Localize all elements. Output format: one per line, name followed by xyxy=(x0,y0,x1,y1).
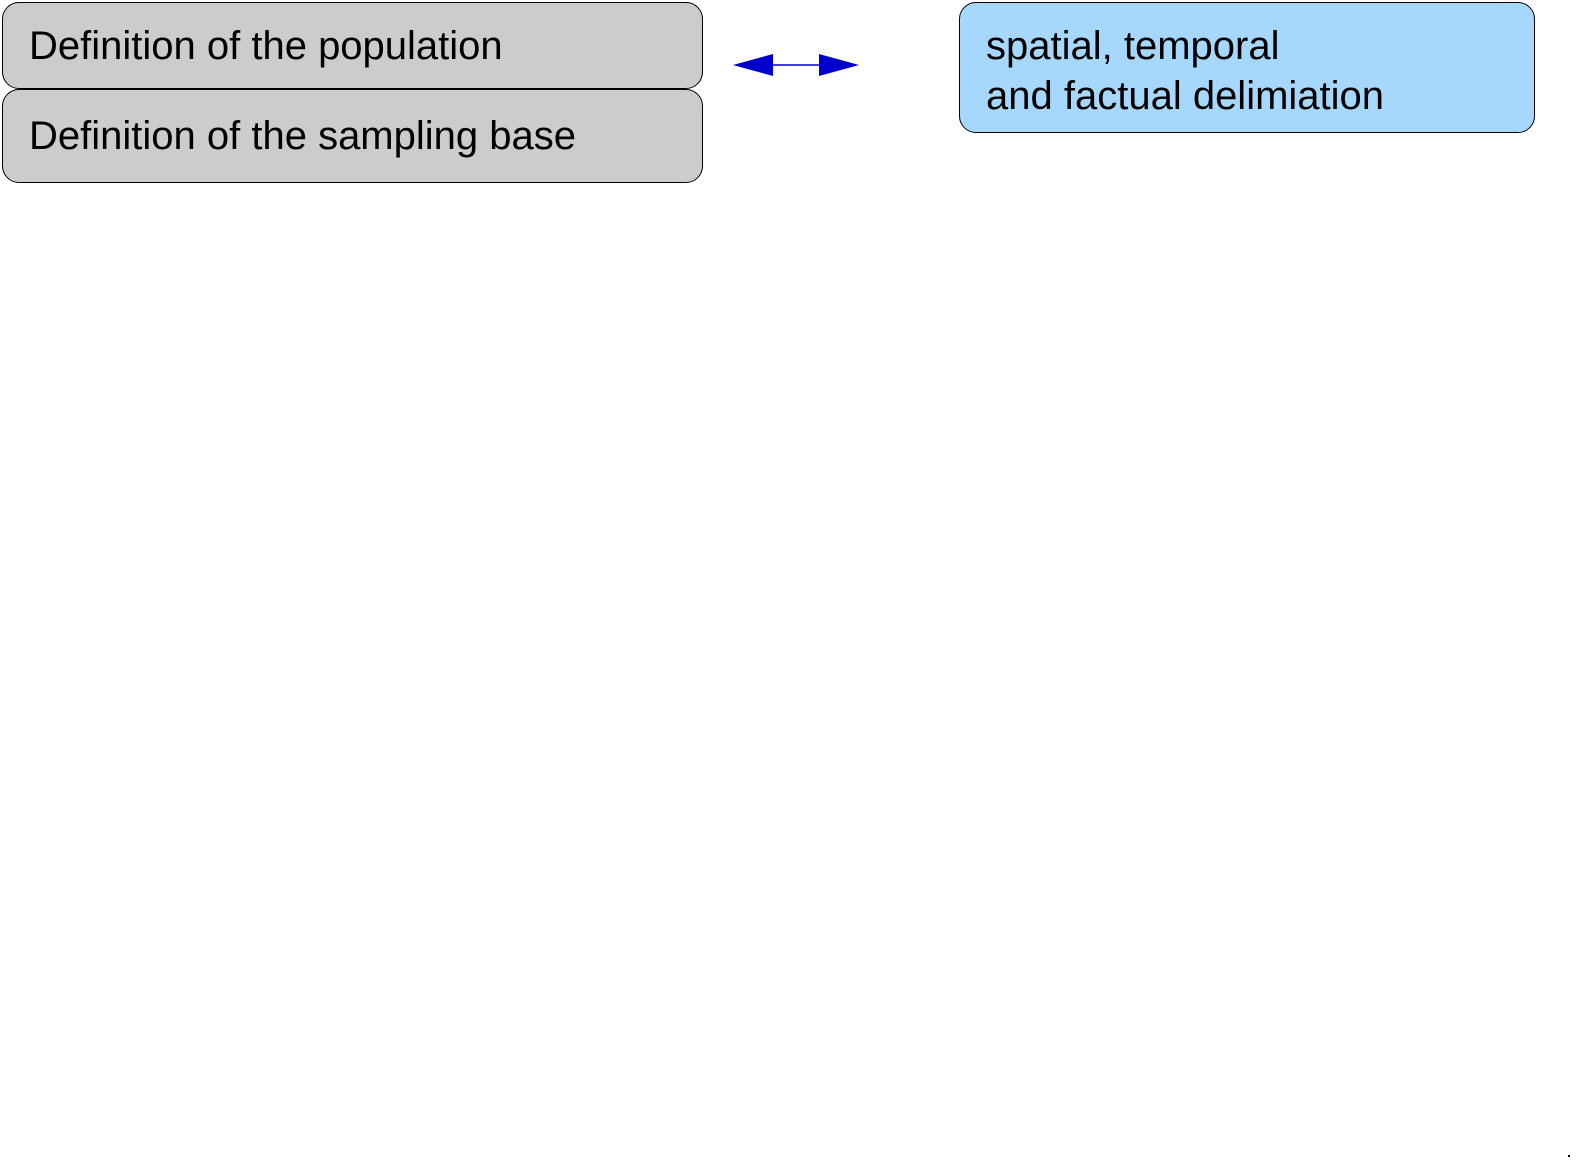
corner-dot xyxy=(1568,1155,1570,1157)
delimitation-label-line-2: and factual delimiation xyxy=(986,74,1385,118)
sampling-base-definition-label: Definition of the sampling base xyxy=(29,114,576,158)
sampling-base-definition-box: Definition of the sampling base xyxy=(2,89,703,183)
population-definition-box: Definition of the population xyxy=(2,2,703,89)
arrow-head-left xyxy=(733,54,773,76)
population-definition-label: Definition of the population xyxy=(29,24,503,68)
delimitation-label-line-1: spatial, temporal xyxy=(986,24,1280,68)
arrow-head-right xyxy=(819,54,859,76)
double-headed-arrow-icon xyxy=(733,54,859,76)
delimitation-box: spatial, temporal and factual delimiatio… xyxy=(959,2,1535,133)
